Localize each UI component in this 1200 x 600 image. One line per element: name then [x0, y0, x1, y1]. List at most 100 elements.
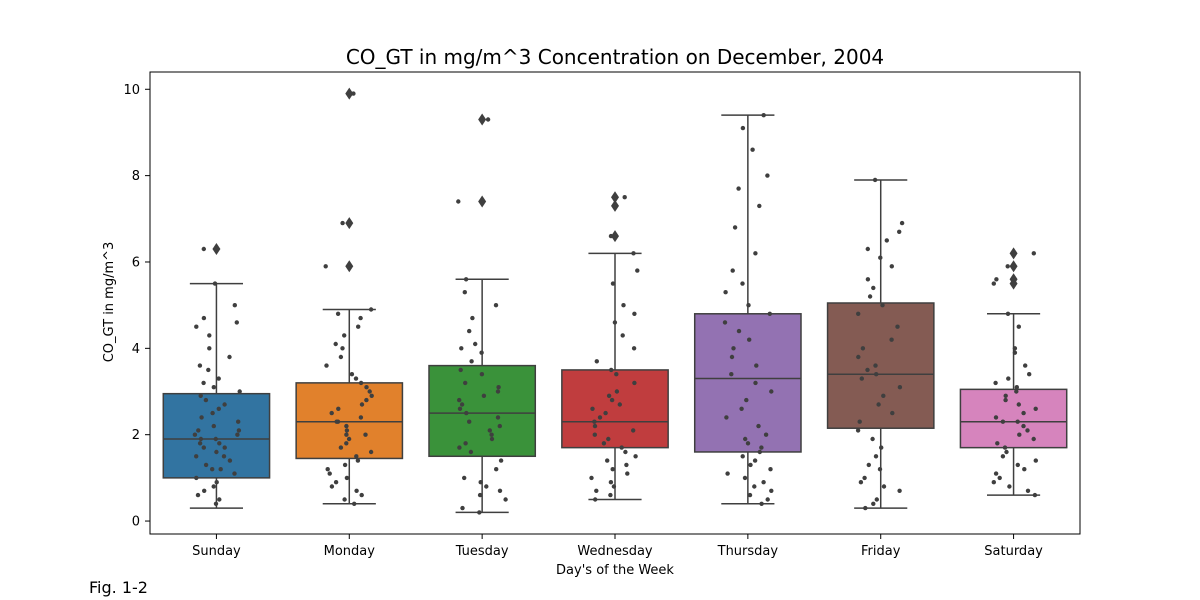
- strip-point: [463, 277, 469, 282]
- strip-point: [462, 475, 467, 481]
- strip-point: [234, 320, 239, 325]
- box-tuesday: [428, 113, 537, 514]
- strip-point: [327, 471, 332, 476]
- strip-point: [232, 303, 237, 308]
- strip-point: [632, 311, 637, 316]
- strip-point: [593, 497, 598, 502]
- strip-point: [217, 441, 222, 446]
- strip-point: [609, 367, 614, 373]
- strip-point: [213, 501, 219, 506]
- strip-point: [201, 246, 206, 252]
- strip-point: [464, 410, 469, 416]
- strip-point: [759, 445, 764, 450]
- strip-point: [756, 423, 761, 429]
- figure-caption: Fig. 1-2: [89, 578, 148, 597]
- strip-point: [494, 467, 499, 472]
- strip-point: [358, 380, 364, 386]
- strip-point: [484, 484, 489, 489]
- strip-point: [1012, 350, 1018, 355]
- strip-point: [865, 367, 870, 373]
- strip-point: [342, 333, 347, 338]
- strip-point: [1003, 393, 1008, 398]
- strip-point: [344, 475, 350, 481]
- strip-point: [462, 290, 467, 295]
- strip-point: [884, 238, 889, 243]
- strip-point: [601, 441, 607, 446]
- strip-point: [329, 410, 334, 416]
- strip-point: [368, 449, 374, 455]
- strip-point: [769, 488, 774, 493]
- strip-point: [859, 376, 864, 381]
- strip-point: [753, 380, 758, 386]
- x-tick-label: Monday: [324, 544, 376, 559]
- strip-point: [201, 380, 206, 386]
- strip-point: [993, 471, 999, 476]
- strip-point: [324, 363, 329, 368]
- strip-point: [897, 488, 902, 493]
- strip-point: [498, 458, 504, 463]
- strip-point: [858, 480, 864, 485]
- strip-point: [592, 432, 597, 437]
- strip-point: [458, 367, 463, 373]
- strip-point: [870, 436, 875, 442]
- strip-point: [356, 324, 361, 329]
- strip-point: [216, 376, 221, 381]
- strip-point: [757, 449, 762, 455]
- x-tick-label: Thursday: [717, 544, 779, 559]
- strip-point: [1002, 445, 1008, 450]
- strip-point: [1015, 462, 1020, 468]
- strip-point: [597, 415, 603, 420]
- box-friday: [826, 179, 935, 509]
- strip-point: [867, 294, 873, 299]
- outlier-marker: [212, 243, 221, 256]
- strip-point: [336, 406, 341, 411]
- strip-point: [1027, 372, 1032, 377]
- strip-point: [880, 303, 885, 308]
- strip-point: [359, 492, 364, 498]
- strip-point: [606, 436, 611, 442]
- strip-point: [485, 117, 491, 122]
- strip-point: [329, 484, 335, 489]
- strip-point: [478, 480, 483, 485]
- strip-point: [635, 268, 640, 273]
- strip-point: [497, 423, 502, 429]
- strip-point: [603, 410, 608, 416]
- strip-point: [1017, 432, 1022, 437]
- strip-point: [997, 475, 1002, 481]
- outlier-marker: [478, 113, 487, 126]
- strip-point: [1015, 419, 1020, 424]
- strip-point: [752, 458, 758, 463]
- outlier-marker: [345, 87, 354, 100]
- outlier-marker: [611, 230, 619, 243]
- box-wednesday: [561, 191, 669, 501]
- strip-point: [363, 432, 368, 437]
- strip-point: [367, 389, 372, 394]
- strip-point: [614, 372, 619, 377]
- strip-sunday: [192, 246, 242, 506]
- strip-point: [495, 415, 501, 420]
- box-monday: [295, 87, 404, 505]
- strip-point: [873, 454, 879, 459]
- outlier-marker: [478, 195, 487, 208]
- strip-point: [489, 436, 495, 442]
- strip-point: [1021, 410, 1026, 416]
- strip-point: [469, 359, 474, 364]
- strip-point: [606, 393, 612, 398]
- strip-point: [218, 467, 223, 472]
- strip-point: [1014, 389, 1019, 394]
- strip-point: [745, 441, 751, 446]
- strip-point: [459, 346, 464, 351]
- strip-point: [897, 229, 902, 234]
- strip-point: [457, 397, 462, 403]
- strip-point: [344, 441, 349, 446]
- strip-point: [1022, 467, 1027, 472]
- x-axis: Sunday Monday Tuesday Wednesday Thursday Frid…: [192, 534, 1043, 559]
- strip-point: [614, 389, 620, 394]
- strip-point: [207, 346, 212, 351]
- strip-point: [352, 501, 357, 506]
- strip-point: [211, 423, 216, 429]
- strip-point: [878, 255, 883, 260]
- strip-point: [622, 195, 627, 200]
- strip-point: [866, 462, 871, 468]
- strip-point: [493, 303, 499, 308]
